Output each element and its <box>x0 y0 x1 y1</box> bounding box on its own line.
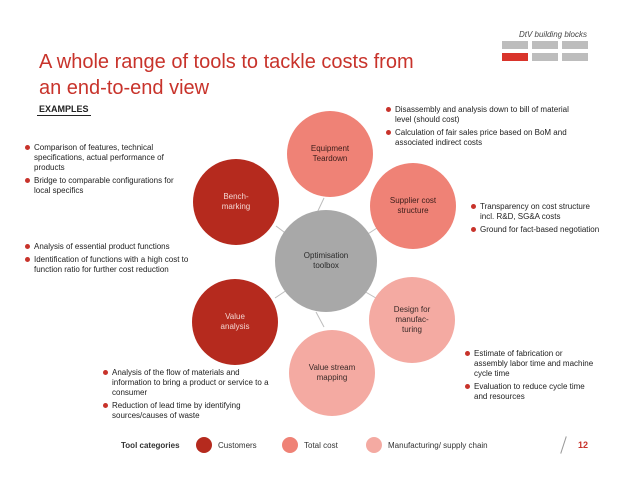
list-item: Bridge to comparable configurations for … <box>25 176 191 196</box>
node-equipment-teardown: Equipment Teardown <box>287 111 373 197</box>
bullet-icon <box>103 370 108 375</box>
bullet-icon <box>471 204 476 209</box>
list-item: Comparison of features, technical specif… <box>25 143 191 173</box>
node-benchmarking: Bench- marking <box>193 159 279 245</box>
node-optimisation-toolbox: Optimisation toolbox <box>275 210 377 312</box>
bullet-icon <box>465 384 470 389</box>
node-supplier-cost-structure: Supplier cost structure <box>370 163 456 249</box>
legend-swatch-customers <box>196 437 212 453</box>
bullet-icon <box>25 257 30 262</box>
list-item: Analysis of essential product functions <box>25 242 208 252</box>
legend-swatch-total-cost <box>282 437 298 453</box>
list-item: Disassembly and analysis down to bill of… <box>386 105 571 125</box>
examples-label: EXAMPLES <box>37 104 91 116</box>
legend-label-supply-chain: Manufacturing/ supply chain <box>388 441 488 450</box>
list-item: Identification of functions with a high … <box>25 255 208 275</box>
list-item: Reduction of lead time by identifying so… <box>103 401 278 421</box>
node-value-analysis: Value analysis <box>192 279 278 365</box>
node-value-stream-mapping: Value stream mapping <box>289 330 375 416</box>
list-item: Estimate of fabrication or assembly labo… <box>465 349 597 379</box>
bullet-icon <box>386 107 391 112</box>
bullet-icon <box>25 145 30 150</box>
notes-supplier: Transparency on cost structure incl. R&D… <box>471 202 601 238</box>
list-item: Transparency on cost structure incl. R&D… <box>471 202 601 222</box>
bullet-icon <box>25 244 30 249</box>
notes-equipment: Disassembly and analysis down to bill of… <box>386 105 571 151</box>
bullet-icon <box>25 178 30 183</box>
list-item: Ground for fact-based negotiation <box>471 225 601 235</box>
bullet-icon <box>103 403 108 408</box>
brand-label: DtV building blocks <box>518 30 587 39</box>
legend-label-total-cost: Total cost <box>304 441 338 450</box>
notes-design: Estimate of fabrication or assembly labo… <box>465 349 597 405</box>
list-item: Calculation of fair sales price based on… <box>386 128 571 148</box>
bullet-icon <box>386 130 391 135</box>
notes-benchmarking: Comparison of features, technical specif… <box>25 143 191 199</box>
notes-value-analysis: Analysis of essential product functions … <box>25 242 208 278</box>
bullet-icon <box>471 227 476 232</box>
notes-value-stream: Analysis of the flow of materials and in… <box>103 368 278 424</box>
list-item: Analysis of the flow of materials and in… <box>103 368 278 398</box>
legend-label-customers: Customers <box>218 441 257 450</box>
legend-title: Tool categories <box>121 441 180 450</box>
page-number: 12 <box>578 440 589 450</box>
list-item: Evaluation to reduce cycle time and reso… <box>465 382 597 402</box>
page-title: A whole range of tools to tackle costs f… <box>39 51 414 99</box>
legend-swatch-supply-chain <box>366 437 382 453</box>
bullet-icon <box>465 351 470 356</box>
node-design-for-manufacturing: Design for manufac- turing <box>369 277 455 363</box>
